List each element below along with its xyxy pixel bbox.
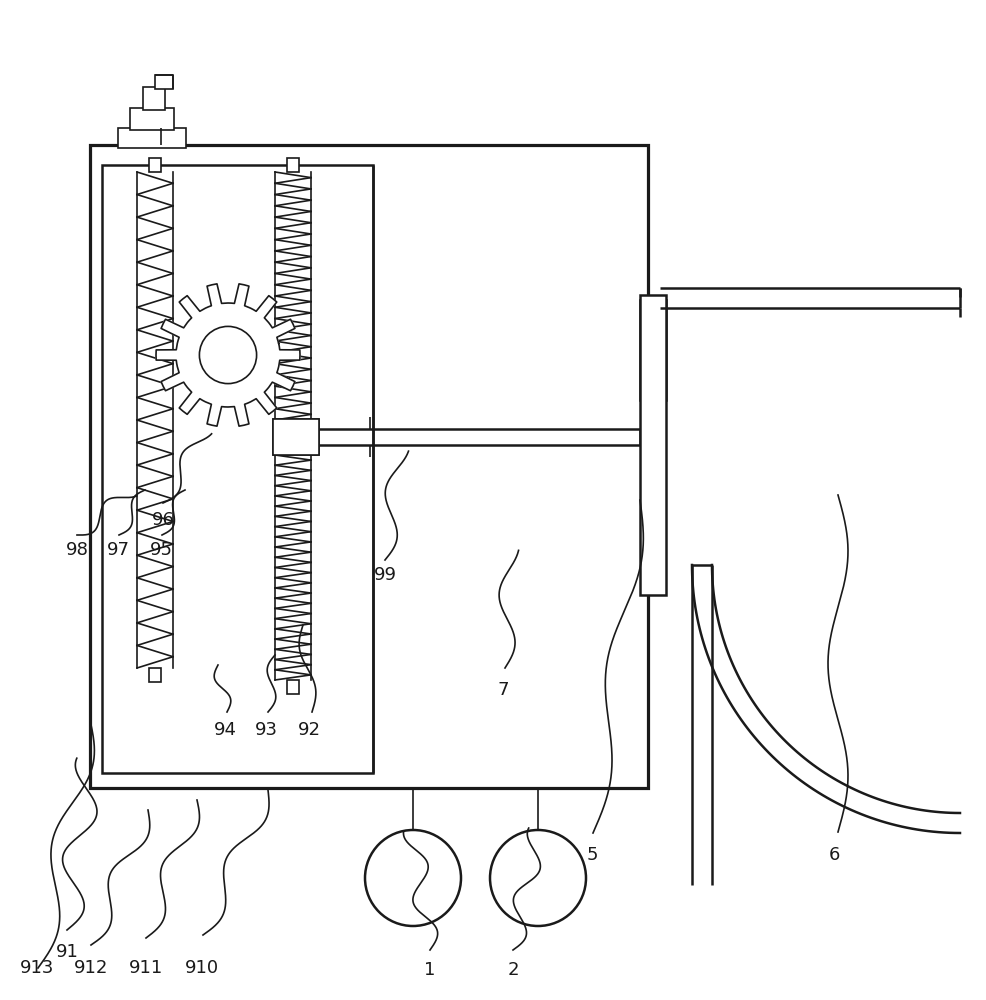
Circle shape xyxy=(199,326,256,384)
Text: 95: 95 xyxy=(149,541,173,559)
Bar xyxy=(90,145,648,788)
Polygon shape xyxy=(156,284,300,426)
Text: 92: 92 xyxy=(297,721,320,739)
Bar xyxy=(143,87,165,110)
Text: 99: 99 xyxy=(373,566,396,584)
Circle shape xyxy=(489,830,586,926)
Text: 2: 2 xyxy=(507,961,519,979)
Bar xyxy=(287,158,299,172)
Bar xyxy=(639,300,666,400)
Text: 913: 913 xyxy=(21,959,54,977)
Bar xyxy=(149,158,161,172)
Text: 910: 910 xyxy=(185,959,219,977)
Bar xyxy=(149,668,161,682)
Text: 7: 7 xyxy=(497,681,509,699)
Bar xyxy=(639,295,666,595)
Text: 94: 94 xyxy=(213,721,237,739)
Bar xyxy=(287,680,299,694)
Text: 98: 98 xyxy=(65,541,89,559)
Text: 911: 911 xyxy=(129,959,163,977)
Text: 97: 97 xyxy=(106,541,130,559)
Bar xyxy=(102,165,373,773)
Text: 91: 91 xyxy=(55,943,79,961)
Bar xyxy=(130,108,174,130)
Text: 93: 93 xyxy=(254,721,278,739)
Circle shape xyxy=(365,830,460,926)
Text: 96: 96 xyxy=(151,511,175,529)
Text: 5: 5 xyxy=(586,846,598,864)
Text: 6: 6 xyxy=(827,846,839,864)
Bar xyxy=(273,419,318,455)
Bar xyxy=(155,75,173,89)
Bar xyxy=(118,128,185,148)
Text: 1: 1 xyxy=(423,961,435,979)
Text: 912: 912 xyxy=(74,959,107,977)
Bar xyxy=(273,419,318,455)
